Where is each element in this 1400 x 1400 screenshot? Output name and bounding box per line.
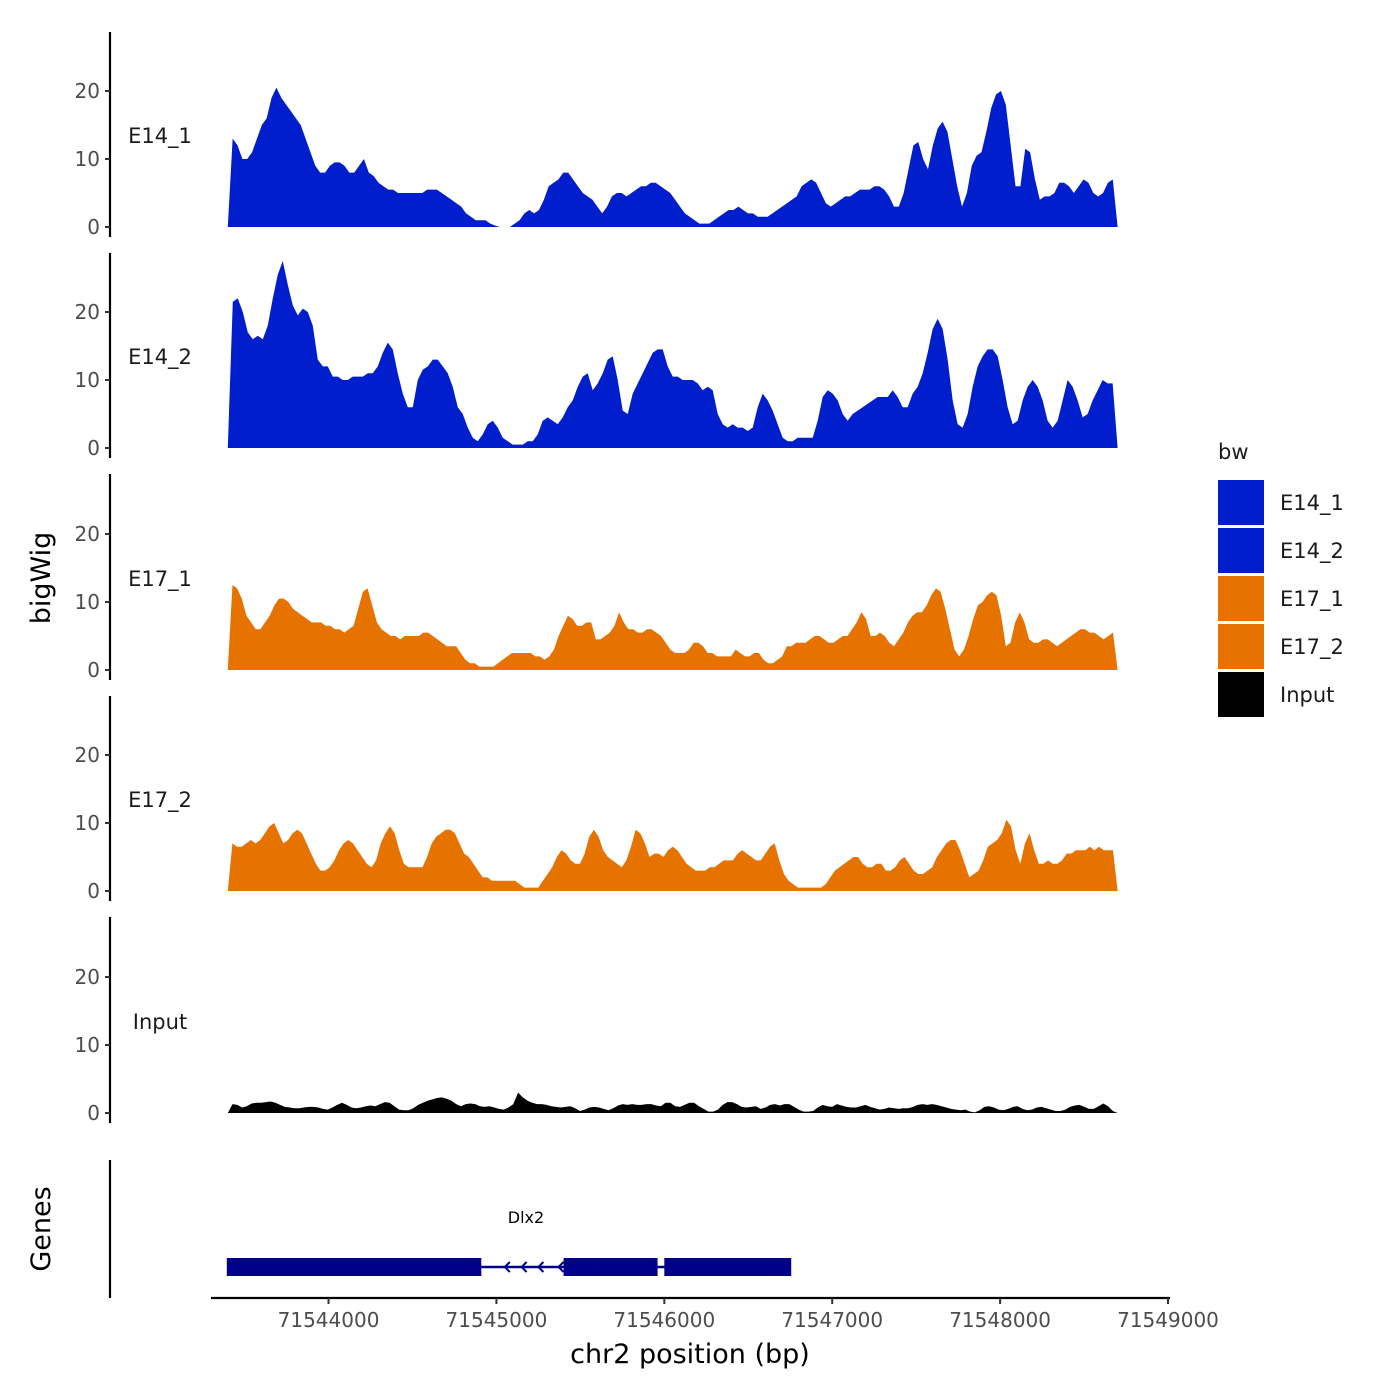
x-tick-label: 71547000 bbox=[781, 1308, 883, 1332]
legend-swatch bbox=[1218, 624, 1264, 669]
track-label-E14_1: E14_1 bbox=[128, 124, 192, 149]
x-axis: 71544000 71545000 71546000 71547000 71548000… bbox=[211, 1296, 1219, 1332]
legend-swatch bbox=[1218, 528, 1264, 573]
track-label-E14_2: E14_2 bbox=[128, 345, 192, 370]
y-tick-label: 20 bbox=[75, 79, 100, 103]
x-tick-label: 71546000 bbox=[613, 1308, 715, 1332]
legend-label: Input bbox=[1280, 683, 1334, 707]
legend-item-E14_2: E14_2 bbox=[1218, 528, 1344, 573]
y-tick-label: 0 bbox=[87, 879, 100, 903]
gene-exon bbox=[595, 1258, 658, 1276]
genes-track bbox=[108, 1160, 792, 1298]
y-tick-label: 20 bbox=[75, 300, 100, 324]
y-tick-label: 10 bbox=[75, 590, 100, 614]
y-tick-label: 10 bbox=[75, 368, 100, 392]
legend-label: E17_1 bbox=[1280, 587, 1344, 612]
x-tick-label: 71544000 bbox=[278, 1308, 380, 1332]
track-E17_1: 0 10 20 E17_1 bbox=[75, 474, 1118, 682]
track-label-Input: Input bbox=[133, 1010, 187, 1034]
y-tick-label: 20 bbox=[75, 965, 100, 989]
genes-track-title: Genes bbox=[26, 1186, 57, 1271]
track-label-E17_1: E17_1 bbox=[128, 567, 192, 592]
legend-label: E14_1 bbox=[1280, 491, 1344, 516]
gene-exon bbox=[563, 1258, 596, 1276]
y-tick-label: 0 bbox=[87, 215, 100, 239]
strand-arrow bbox=[503, 1261, 511, 1273]
strand-arrow bbox=[536, 1261, 545, 1273]
area-E17_2 bbox=[227, 819, 1118, 891]
legend-item-E17_2: E17_2 bbox=[1218, 624, 1344, 669]
y-tick-label: 10 bbox=[75, 1033, 100, 1057]
gene-exon bbox=[664, 1258, 791, 1276]
x-tick-label: 71545000 bbox=[446, 1308, 548, 1332]
area-Input bbox=[227, 1092, 1118, 1113]
legend-item-Input: Input bbox=[1218, 672, 1334, 717]
legend-item-E17_1: E17_1 bbox=[1218, 576, 1344, 621]
track-E14_2: 0 10 20 E14_2 bbox=[75, 253, 1118, 460]
y-tick-label: 20 bbox=[75, 522, 100, 546]
track-Input: 0 10 20 Input bbox=[75, 917, 1118, 1125]
legend-item-E14_1: E14_1 bbox=[1218, 480, 1344, 525]
x-tick-label: 71549000 bbox=[1117, 1308, 1219, 1332]
y-axis-title: bigWig bbox=[26, 532, 57, 625]
strand-arrow bbox=[520, 1261, 528, 1273]
y-tick-label: 0 bbox=[87, 658, 100, 682]
tracks-group: 0 10 20 E14_1 0 10 20 E14_2 0 10 20 E17_1 0 10 20 E17_2… bbox=[75, 32, 1118, 1125]
track-label-E17_2: E17_2 bbox=[128, 788, 192, 813]
legend-label: E14_2 bbox=[1280, 539, 1344, 564]
legend-title: bw bbox=[1218, 440, 1249, 464]
area-E17_1 bbox=[227, 585, 1118, 670]
legend-swatch bbox=[1218, 672, 1264, 717]
y-tick-label: 20 bbox=[75, 743, 100, 767]
legend: E14_1 E14_2 E17_1 E17_2 Input bbox=[1218, 480, 1344, 717]
track-E17_2: 0 10 20 E17_2 bbox=[75, 696, 1118, 903]
x-tick-label: 71548000 bbox=[949, 1308, 1051, 1332]
track-E14_1: 0 10 20 E14_1 bbox=[75, 32, 1118, 239]
area-E14_1 bbox=[227, 87, 1118, 227]
y-tick-label: 0 bbox=[87, 1101, 100, 1125]
strand-arrow bbox=[557, 1261, 565, 1273]
y-tick-label: 10 bbox=[75, 147, 100, 171]
y-tick-label: 0 bbox=[87, 436, 100, 460]
gene-exon bbox=[227, 1258, 482, 1276]
legend-label: E17_2 bbox=[1280, 635, 1344, 660]
area-E14_2 bbox=[227, 261, 1118, 448]
x-axis-title: chr2 position (bp) bbox=[570, 1339, 810, 1370]
gene-name-label: Dlx2 bbox=[508, 1208, 544, 1227]
legend-swatch bbox=[1218, 576, 1264, 621]
y-tick-label: 10 bbox=[75, 811, 100, 835]
legend-swatch bbox=[1218, 480, 1264, 525]
